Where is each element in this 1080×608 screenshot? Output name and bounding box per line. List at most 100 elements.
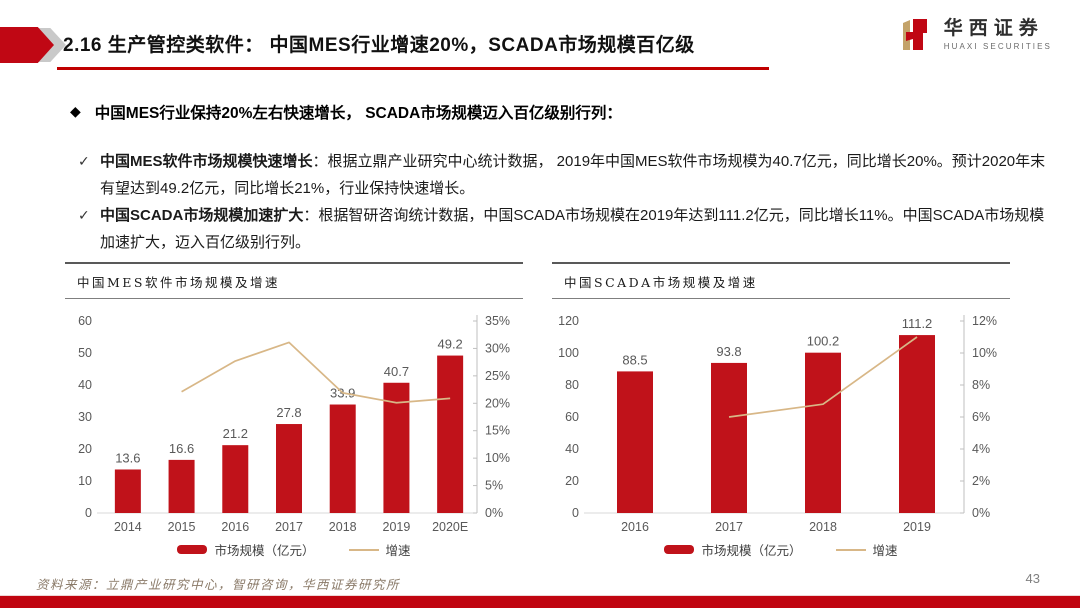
diamond-bullet-icon: ◆ <box>70 103 81 119</box>
legend-item-line: 增速 <box>835 540 898 559</box>
left-axis-label: 50 <box>78 346 92 360</box>
mes-chart-legend: 市场规模（亿元） 增速 <box>65 540 523 559</box>
x-axis-label: 2016 <box>621 520 649 534</box>
bar-value-label: 93.8 <box>716 344 741 359</box>
bar-value-label: 21.2 <box>223 426 248 441</box>
x-axis-label: 2017 <box>275 520 303 534</box>
title-underline <box>57 67 769 70</box>
legend-item-line: 增速 <box>348 540 411 559</box>
x-axis-label: 2017 <box>715 520 743 534</box>
logo-name-cn: 华西证券 <box>943 17 1044 40</box>
legend-line-label: 增速 <box>872 544 898 558</box>
right-axis-label: 25% <box>485 369 510 383</box>
right-axis-label: 2% <box>972 474 990 488</box>
line-swatch-icon <box>348 548 379 551</box>
x-axis-label: 2014 <box>114 520 142 534</box>
left-axis-label: 60 <box>78 314 92 328</box>
x-axis-label: 2018 <box>329 520 357 534</box>
left-axis-label: 80 <box>565 378 579 392</box>
bar-value-label: 88.5 <box>622 352 647 367</box>
legend-line-label: 增速 <box>385 544 411 558</box>
bar <box>711 362 747 513</box>
bar <box>276 424 302 513</box>
x-axis-label: 2018 <box>809 520 837 534</box>
bar-value-label: 49.2 <box>437 337 462 352</box>
bar-value-label: 40.7 <box>384 364 409 379</box>
check-icon: ✓ <box>78 207 90 223</box>
bar-value-label: 111.2 <box>902 316 933 331</box>
huaxi-logo-icon <box>902 19 927 50</box>
left-axis-label: 10 <box>78 474 92 488</box>
legend-item-bar: 市场规模（亿元） <box>664 540 802 559</box>
scada-chart-panel: 中国SCADA市场规模及增速 0 20 40 60 80 100 120 0% 2% 4% 6% 8%… <box>552 262 1010 559</box>
right-axis-label: 15% <box>485 424 510 438</box>
right-axis-label: 12% <box>972 314 997 328</box>
scada-chart-title: 中国SCADA市场规模及增速 <box>552 262 1010 299</box>
left-axis-label: 60 <box>565 410 579 424</box>
bar <box>222 445 249 513</box>
right-axis-label: 6% <box>972 410 990 424</box>
right-axis-label: 30% <box>485 341 510 355</box>
bar-value-label: 27.8 <box>276 405 301 420</box>
right-axis-label: 35% <box>485 314 510 328</box>
x-axis-label: 2015 <box>168 520 196 534</box>
line-swatch-icon <box>835 548 866 551</box>
section-headline: ◆ 中国MES行业保持20%左右快速增长， SCADA市场规模迈入百亿级别行列： <box>70 101 1040 123</box>
left-axis-label: 100 <box>558 346 579 360</box>
logo-name-en: HUAXI SECURITIES <box>943 42 1052 52</box>
huaxi-logo: 华西证券 HUAXI SECURITIES <box>899 16 1052 54</box>
left-axis-label: 0 <box>85 506 92 520</box>
right-axis-label: 20% <box>485 396 510 410</box>
bullet-mes-rest: ：根据立鼎产业研究中心统计数据， 2019年中国MES软件市场规模为40.7亿元… <box>100 153 1046 197</box>
bar-value-label: 13.6 <box>115 450 140 465</box>
check-icon: ✓ <box>78 153 90 169</box>
scada-chart-legend: 市场规模（亿元） 增速 <box>552 540 1010 559</box>
footer-red-bar <box>0 595 1080 608</box>
right-axis-label: 10% <box>485 451 510 465</box>
x-axis-label: 2019 <box>383 520 411 534</box>
bar <box>805 352 841 513</box>
right-axis-label: 0% <box>972 506 990 520</box>
page-number: 43 <box>1025 571 1040 586</box>
left-axis-label: 20 <box>565 474 579 488</box>
bar <box>437 355 464 513</box>
bullet-mes-text: 中国MES软件市场规模快速增长：根据立鼎产业研究中心统计数据， 2019年中国M… <box>100 148 1053 202</box>
left-axis-label: 120 <box>558 314 579 328</box>
bar-swatch-icon <box>664 545 695 554</box>
bar <box>617 371 653 513</box>
page-title: 2.16 生产管控类软件： 中国MES行业增速20%，SCADA市场规模百亿级 <box>63 35 695 56</box>
right-axis-label: 8% <box>972 378 990 392</box>
bullet-scada-text: 中国SCADA市场规模加速扩大：根据智研咨询统计数据，中国SCADA市场规模在2… <box>100 202 1053 256</box>
left-axis-label: 40 <box>78 378 92 392</box>
bar <box>383 382 410 513</box>
bullet-mes-bold: 中国MES软件市场规模快速增长 <box>100 153 313 170</box>
bullet-scada-rest: ：根据智研咨询统计数据，中国SCADA市场规模在2019年达到111.2亿元，同… <box>100 207 1045 251</box>
bar <box>329 404 356 513</box>
right-axis-label: 10% <box>972 346 997 360</box>
x-axis-label: 2016 <box>221 520 249 534</box>
left-axis-label: 40 <box>565 442 579 456</box>
mes-chart-svg: 0 10 20 30 40 50 60 0% 5% 10% 15% 20% 25% 30% 35% 13.6 2… <box>78 314 510 534</box>
bar-value-label: 100.2 <box>807 334 840 349</box>
bullet-scada-bold: 中国SCADA市场规模加速扩大 <box>100 207 304 224</box>
scada-chart-svg: 0 20 40 60 80 100 120 0% 2% 4% 6% 8% 10% 12% 88.5 2016 9… <box>558 314 997 534</box>
section-headline-text: 中国MES行业保持20%左右快速增长， SCADA市场规模迈入百亿级别行列： <box>94 105 622 122</box>
bar <box>114 469 141 513</box>
right-axis-label: 4% <box>972 442 990 456</box>
mes-chart-title: 中国MES软件市场规模及增速 <box>65 262 523 299</box>
growth-line <box>181 341 451 404</box>
right-axis-label: 0% <box>485 506 503 520</box>
legend-bar-label: 市场规模（亿元） <box>214 544 315 558</box>
bar-value-label: 16.6 <box>169 441 194 456</box>
left-axis-label: 0 <box>572 506 579 520</box>
mes-chart-panel: 中国MES软件市场规模及增速 0 10 20 30 40 50 60 0% 5% 10% 15% 20… <box>65 262 523 559</box>
bar <box>899 335 935 513</box>
left-axis-label: 30 <box>78 410 92 424</box>
growth-line <box>728 336 918 418</box>
bullet-mes: ✓ 中国MES软件市场规模快速增长：根据立鼎产业研究中心统计数据， 2019年中… <box>78 148 1053 202</box>
legend-item-bar: 市场规模（亿元） <box>177 540 315 559</box>
bar <box>168 459 195 513</box>
right-axis-label: 5% <box>485 479 503 493</box>
bullet-scada: ✓ 中国SCADA市场规模加速扩大：根据智研咨询统计数据，中国SCADA市场规模… <box>78 202 1053 256</box>
